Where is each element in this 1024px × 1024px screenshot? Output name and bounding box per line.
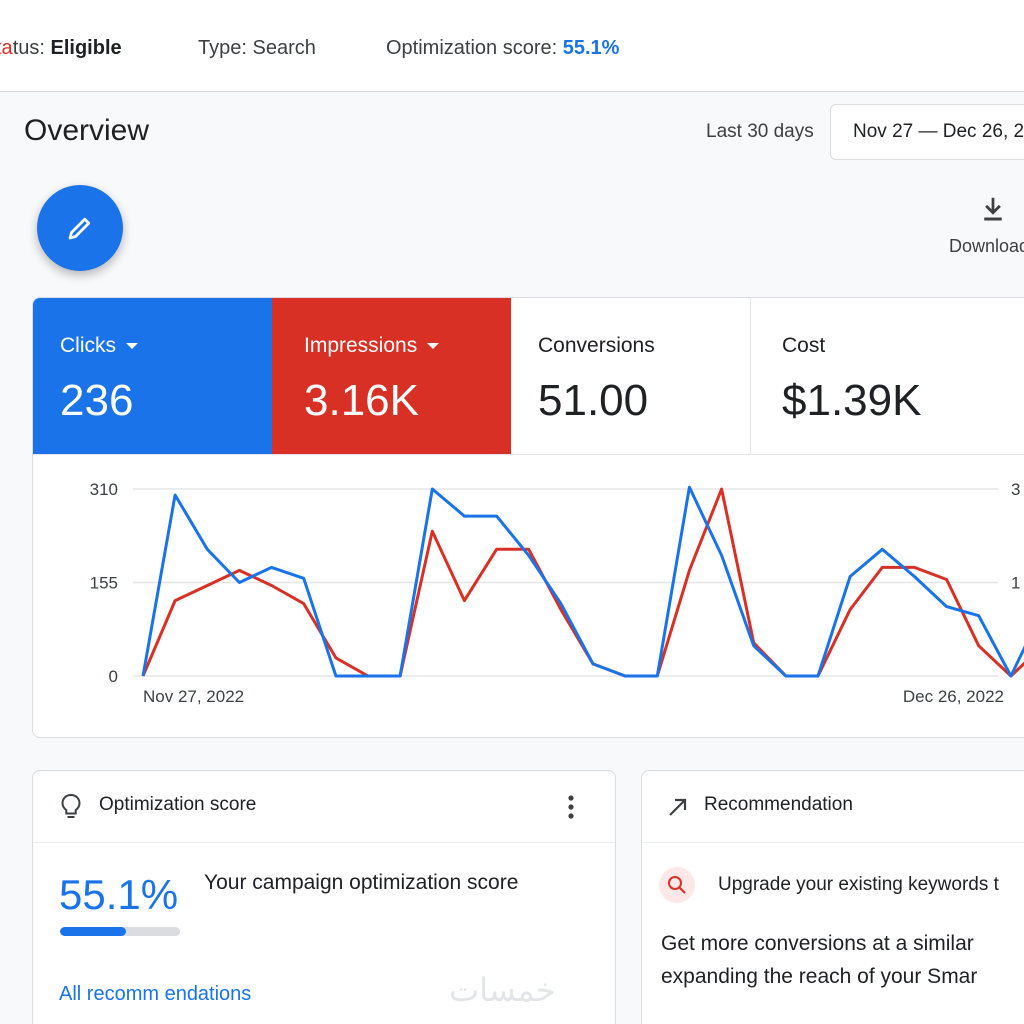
card-header: Optimization score [33,771,615,843]
card-header: Recommendation [642,771,1024,843]
pencil-icon [68,217,91,240]
optimization-score-value: 55.1% [59,871,179,918]
recommendation-text-line: Get more conversions at a similar [661,932,974,955]
date-range-label: Last 30 days [706,121,814,142]
y-tick-label: 0 [109,667,118,686]
metric-label-cost: Cost [782,334,826,357]
series-line-clicks [141,485,1024,678]
optimization-label: Optimization score: [386,37,558,59]
dropdown-caret-icon[interactable] [427,343,440,350]
y-tick-label: 155 [90,574,118,593]
card-title: Recommendation [704,794,853,815]
optimization-score-bar-fill [60,927,127,936]
metric-tile-impressions[interactable]: Impressions 3.16K [272,298,511,455]
recommendation-text-line: expanding the reach of your Smar [661,965,978,988]
clicks-label: Clicks [60,334,116,357]
metric-label-conversions: Conversions [538,334,655,357]
lightbulb-icon [61,793,81,818]
x-tick-label: Dec 26, 2022 [903,687,1004,706]
optimization-score-card: Optimization score 55.1% Your campaign o… [32,770,616,1024]
metric-value-conversions: 51.00 [538,376,649,425]
status-label: tus: [12,37,45,59]
line-chart: 0 155 310 3 1 Nov 27, 2022 Dec 26, 2022 [90,480,1024,706]
optimization-score-bar [60,927,180,936]
recommendation-card: Recommendation Upgrade your existing key… [641,770,1024,1024]
card-title: Optimization score [99,794,257,815]
type-value: Search [252,37,316,59]
more-options-icon[interactable] [563,793,579,821]
type-field: Type: Search [198,37,316,60]
status-field: tatus: Eligible [0,37,122,60]
optimization-field[interactable]: Optimization score: 55.1% [386,37,619,60]
metric-label-clicks: Clicks [60,334,138,358]
status-label-highlight: ta [0,37,13,59]
optimization-value[interactable]: 55.1% [562,37,620,59]
download-icon[interactable] [978,194,1008,224]
campaign-status-bar: tatus: Eligible Type: Search Optimizatio… [0,0,1024,92]
recommendation-headline[interactable]: Upgrade your existing keywords t [718,874,999,895]
y-tick-label: 310 [90,480,118,499]
metric-tile-conversions[interactable]: Conversions 51.00 [511,298,751,455]
metric-value-cost: $1.39K [782,376,922,425]
trending-arrow-icon [669,798,687,816]
metric-tile-clicks[interactable]: Clicks 236 [33,298,272,455]
right-axis-tick-label: 3 [1011,480,1020,499]
metric-label-impressions: Impressions [304,334,440,358]
dropdown-caret-icon[interactable] [126,343,138,350]
download-button[interactable]: Download [949,236,1024,256]
page-title: Overview [24,114,150,147]
impressions-label: Impressions [304,334,418,357]
performance-chart-card: Clicks 236 Impressions 3.16K Conversions… [32,297,1024,738]
date-range-picker[interactable]: Nov 27 — Dec 26, 2022 [830,104,1024,160]
search-icon [668,876,686,894]
metric-value-impressions: 3.16K [304,376,419,425]
optimization-score-description: Your campaign optimization score [204,871,519,894]
type-label: Type: [198,37,247,59]
edit-button[interactable] [37,185,123,271]
tiles-divider [33,454,1024,455]
metric-value-clicks: 236 [60,376,134,425]
status-value: Eligible [50,37,122,59]
recommendation-badge [659,867,695,903]
watermark: خمسات [449,972,556,1008]
all-recommendations-link[interactable]: All recomm endations [59,983,252,1005]
right-axis-tick-label: 1 [1011,574,1020,593]
metric-tile-cost[interactable]: Cost $1.39K [751,298,1024,455]
x-tick-label: Nov 27, 2022 [143,687,244,706]
